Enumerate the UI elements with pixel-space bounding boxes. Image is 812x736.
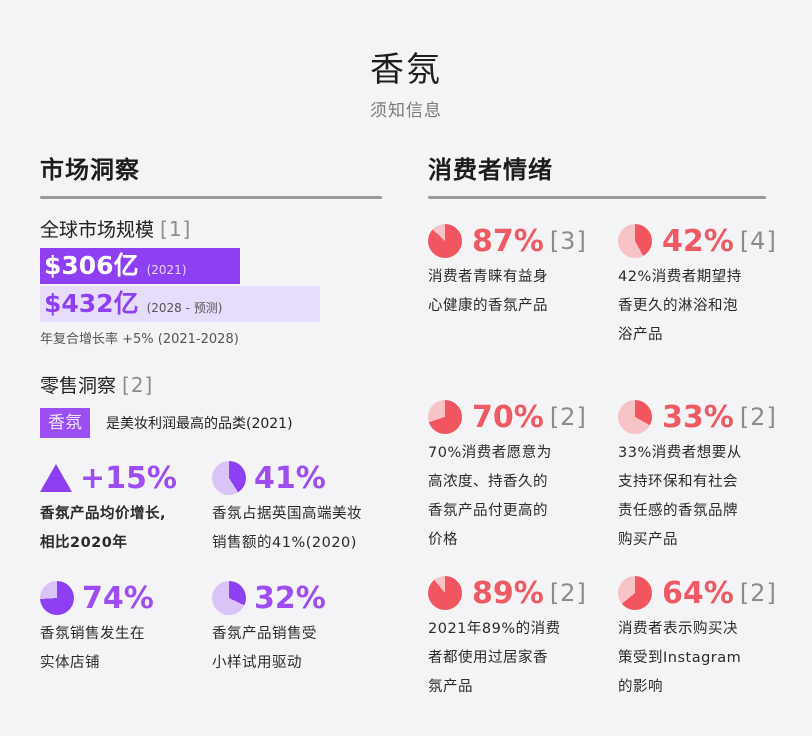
pie-icon — [618, 400, 652, 434]
stat-value: 42% — [662, 223, 734, 259]
stat-value: 41% — [254, 460, 326, 496]
reference-marker: [2] — [122, 373, 154, 397]
stat-value: 64% — [662, 575, 734, 611]
stat-value: 89% — [472, 575, 544, 611]
stat-value: 74% — [82, 580, 154, 616]
page-subtitle: 须知信息 — [370, 101, 442, 121]
section-divider — [40, 196, 382, 199]
reference-marker: [1] — [160, 217, 192, 241]
stat-card: 33% [2] 33%消费者想要从 支持环保和有社会 责任感的香氛品牌 购买产品 — [618, 397, 778, 555]
reference-marker: [4] — [739, 227, 777, 255]
up-triangle-icon — [40, 464, 72, 492]
stat-description: 2021年89%的消费 者都使用过居家香 氛产品 — [428, 615, 618, 702]
desc-line: 相比2020年 — [40, 535, 128, 551]
section-title-consumer: 消费者情绪 — [428, 156, 553, 184]
pie-icon — [428, 576, 462, 610]
market-bar-2021: $306亿 (2021) — [40, 248, 240, 284]
stat-value: 33% — [662, 399, 734, 435]
retail-text: 是美妆利润最高的品类(2021) — [106, 416, 293, 432]
pie-icon — [212, 461, 246, 495]
desc-line: 70%消费者愿意为 — [428, 445, 552, 461]
pie-icon — [40, 581, 74, 615]
consumer-sentiment-section: 消费者情绪 87% [3] 消费者青睐有益身 心健康的香氛产品 42% [4] … — [428, 152, 776, 731]
desc-line: 策受到Instagram — [618, 650, 742, 666]
retail-label: 零售洞察 — [40, 375, 117, 397]
pie-icon — [212, 581, 246, 615]
desc-line: 的影响 — [618, 679, 663, 695]
desc-line: 42%消费者期望持 — [618, 269, 742, 285]
cagr-text: 年复合增长率 +5% (2021-2028) — [40, 332, 239, 347]
desc-line: 销售额的41%(2020) — [212, 535, 357, 551]
stat-value: 32% — [254, 580, 326, 616]
stat-card: 64% [2] 消费者表示购买决 策受到Instagram 的影响 — [618, 573, 778, 731]
consumer-stats-grid: 87% [3] 消费者青睐有益身 心健康的香氛产品 42% [4] 42%消费者… — [428, 221, 776, 731]
stat-description: 33%消费者想要从 支持环保和有社会 责任感的香氛品牌 购买产品 — [618, 439, 778, 555]
stat-value: 87% — [472, 223, 544, 259]
desc-line: 浴产品 — [618, 327, 663, 343]
desc-line: 消费者表示购买决 — [618, 621, 738, 637]
desc-line: 者都使用过居家香 — [428, 650, 548, 666]
stat-card: 41% 香氛占据英国高端美妆 销售额的41%(2020) — [212, 458, 384, 558]
desc-line: 责任感的香氛品牌 — [618, 503, 738, 519]
desc-line: 心健康的香氛产品 — [428, 298, 548, 314]
stat-card: 87% [3] 消费者青睐有益身 心健康的香氛产品 — [428, 221, 618, 379]
reference-marker: [2] — [549, 579, 587, 607]
global-market-size: 全球市场规模 [1] $306亿 (2021) $432亿 (2028 - 预测… — [40, 215, 382, 347]
retail-insights: 零售洞察 [2] 香氛 是美妆利润最高的品类(2021) — [40, 371, 382, 438]
desc-line: 香更久的淋浴和泡 — [618, 298, 738, 314]
desc-line: 香氛产品付更高的 — [428, 503, 548, 519]
stat-value: 70% — [472, 399, 544, 435]
market-insights-section: 市场洞察 全球市场规模 [1] $306亿 (2021) $432亿 (2028… — [40, 152, 382, 678]
pie-icon — [428, 224, 462, 258]
reference-marker: [2] — [549, 403, 587, 431]
stat-description: 70%消费者愿意为 高浓度、持香久的 香氛产品付更高的 价格 — [428, 439, 618, 555]
desc-line: 氛产品 — [428, 679, 473, 695]
desc-line: 香氛产品均价增长, — [40, 506, 167, 522]
page-title: 香氛 — [370, 50, 442, 90]
desc-line: 实体店铺 — [40, 655, 100, 671]
market-note-2021: (2021) — [146, 263, 187, 277]
reference-marker: [2] — [739, 579, 777, 607]
desc-line: 香氛销售发生在 — [40, 626, 145, 642]
stat-card: +15% 香氛产品均价增长, 相比2020年 — [40, 458, 212, 558]
desc-line: 香氛占据英国高端美妆 — [212, 506, 362, 522]
desc-line: 价格 — [428, 532, 458, 548]
market-stats-grid: +15% 香氛产品均价增长, 相比2020年 41% 香氛占据英国高端美妆 销售… — [40, 458, 382, 678]
stat-description: 香氛销售发生在 实体店铺 — [40, 620, 212, 678]
desc-line: 香氛产品销售受 — [212, 626, 317, 642]
desc-line: 支持环保和有社会 — [618, 474, 738, 490]
pie-icon — [618, 224, 652, 258]
desc-line: 2021年89%的消费 — [428, 621, 561, 637]
desc-line: 小样试用驱动 — [212, 655, 302, 671]
stat-card: 42% [4] 42%消费者期望持 香更久的淋浴和泡 浴产品 — [618, 221, 778, 379]
stat-card: 70% [2] 70%消费者愿意为 高浓度、持香久的 香氛产品付更高的 价格 — [428, 397, 618, 555]
stat-value: +15% — [80, 460, 177, 496]
market-bar-2028: $432亿 (2028 - 预测) — [40, 286, 320, 322]
stat-description: 香氛产品均价增长, 相比2020年 — [40, 500, 212, 558]
stat-description: 消费者表示购买决 策受到Instagram 的影响 — [618, 615, 778, 702]
market-note-2028: (2028 - 预测) — [146, 301, 223, 315]
market-value-2028: $432亿 — [44, 289, 139, 318]
reference-marker: [3] — [549, 227, 587, 255]
reference-marker: [2] — [739, 403, 777, 431]
market-value-2021: $306亿 — [44, 251, 139, 280]
section-divider — [428, 196, 766, 199]
stat-description: 香氛产品销售受 小样试用驱动 — [212, 620, 384, 678]
stat-description: 42%消费者期望持 香更久的淋浴和泡 浴产品 — [618, 263, 778, 350]
pie-icon — [428, 400, 462, 434]
stat-card: 89% [2] 2021年89%的消费 者都使用过居家香 氛产品 — [428, 573, 618, 731]
desc-line: 购买产品 — [618, 532, 678, 548]
stat-description: 消费者青睐有益身 心健康的香氛产品 — [428, 263, 618, 321]
stat-card: 74% 香氛销售发生在 实体店铺 — [40, 578, 212, 678]
category-tag: 香氛 — [40, 408, 90, 438]
desc-line: 消费者青睐有益身 — [428, 269, 548, 285]
pie-icon — [618, 576, 652, 610]
stat-description: 香氛占据英国高端美妆 销售额的41%(2020) — [212, 500, 384, 558]
desc-line: 高浓度、持香久的 — [428, 474, 548, 490]
global-size-label: 全球市场规模 — [40, 219, 155, 241]
section-title-market: 市场洞察 — [40, 156, 140, 184]
stat-card: 32% 香氛产品销售受 小样试用驱动 — [212, 578, 384, 678]
desc-line: 33%消费者想要从 — [618, 445, 742, 461]
